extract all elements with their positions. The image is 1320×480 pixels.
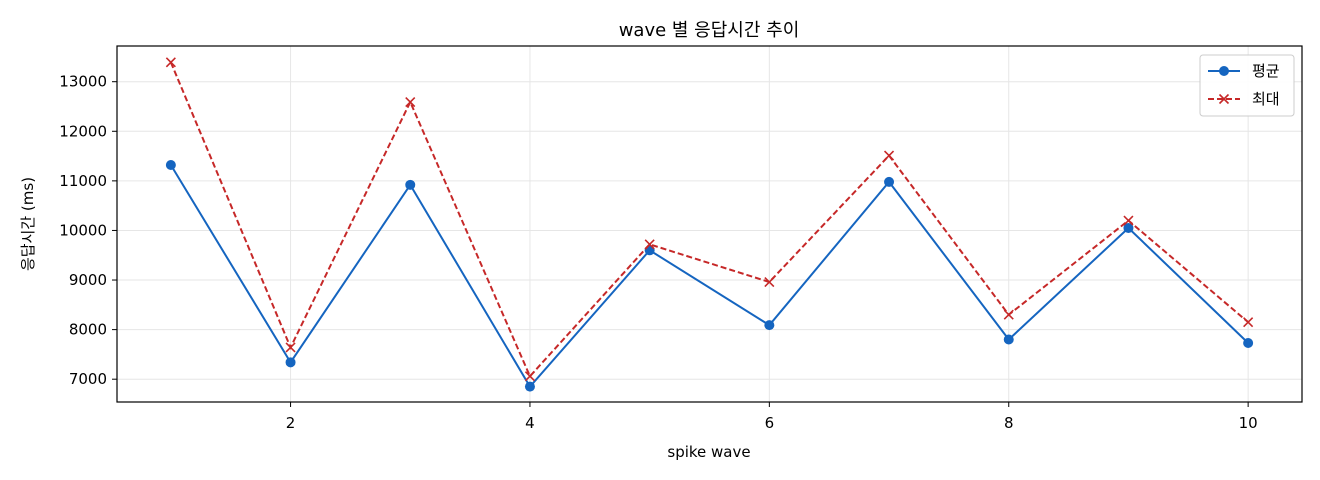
x-tick-label: 2 [286,414,296,432]
y-tick-label: 9000 [69,271,107,289]
x-tick-label: 4 [525,414,535,432]
plot-frame [116,45,1303,403]
x-axis-label: spike wave [667,443,750,461]
legend-marker-0 [1219,66,1229,76]
y-axis-label: 응답시간 (ms) [19,177,37,271]
series-1-point [524,371,536,382]
x-tick-label: 6 [765,414,775,432]
legend-marker-1 [1218,93,1230,105]
y-tick-label: 7000 [69,370,107,388]
series-1-point [764,276,775,288]
ticks: 2 4 6 8 10 7000 8000 9000 10000 11000 12000 13000 [59,73,1257,432]
legend-box [1199,54,1295,117]
series-1-point [405,96,416,108]
series-1-point [1243,317,1254,328]
legend-label-0: 평균 [1252,62,1280,80]
legend-label-1: 최대 [1252,90,1280,108]
series-1-point [165,57,176,68]
y-tick-label: 10000 [59,221,107,239]
y-tick-label: 13000 [59,73,107,91]
series-line-1 [169,61,1249,379]
series-line-0 [170,164,1249,389]
series-1-point [883,150,895,161]
y-tick-label: 11000 [59,172,107,190]
series-1-point [1123,215,1134,226]
series-0-point [884,176,895,187]
series-0-point [1123,222,1134,233]
series-0-point [1003,334,1014,345]
x-tick-label: 8 [1004,414,1014,432]
series-1-point [644,239,655,250]
series-0-point [524,381,535,392]
series-0-point [285,357,296,368]
chart-title: wave 별 응답시간 추이 [619,20,800,41]
series-layer [165,57,1254,392]
y-tick-label: 8000 [69,321,107,339]
series-0-point [165,159,176,170]
series-1-point [1003,309,1014,320]
series-0-point [764,320,775,331]
x-tick-label: 10 [1239,414,1258,432]
grid [117,46,1302,402]
series-0-point [1243,337,1254,348]
y-tick-label: 12000 [59,122,107,140]
series-1-point [285,342,296,353]
series-0-point [405,179,416,190]
